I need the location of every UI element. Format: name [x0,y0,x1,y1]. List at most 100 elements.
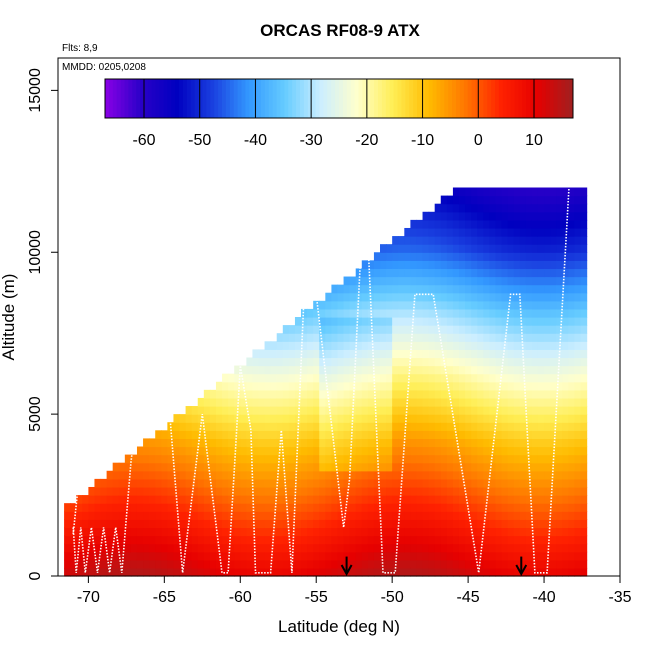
heatmap-cell [88,486,96,496]
heatmap-cell [185,527,193,537]
heatmap-cell [270,478,278,488]
heatmap-cell [507,373,515,383]
heatmap-cell [325,438,333,448]
heatmap-cell [240,381,247,391]
heatmap-cell [562,349,569,359]
heatmap-cell [343,422,351,431]
heatmap-cell [556,260,563,270]
heatmap-cell [191,543,199,553]
heatmap-cell [550,430,557,439]
heatmap-cell [130,543,138,553]
heatmap-cell [380,406,387,415]
heatmap-cell [525,276,533,286]
heatmap-cell [513,397,521,407]
heatmap-cell [452,503,460,512]
heatmap-cell [452,478,460,488]
heatmap-cell [507,268,515,278]
heatmap-cell [301,341,308,350]
heatmap-cell [240,406,247,415]
heatmap-cell [82,519,89,529]
heatmap-cell [495,187,503,197]
heatmap-cell [434,422,442,431]
heatmap-cell [556,478,563,488]
heatmap-cell [507,495,515,504]
heatmap-cell [252,438,260,448]
heatmap-cell [282,365,290,375]
heatmap-cell [246,470,254,480]
heatmap-cell [270,349,278,359]
heatmap-cell [519,422,527,431]
heatmap-cell [258,406,266,415]
heatmap-cell [167,438,175,448]
heatmap-cell [361,454,369,464]
heatmap-cell [398,430,405,439]
heatmap-cell [106,519,114,529]
heatmap-cell [313,462,320,472]
heatmap-cell [531,406,539,415]
heatmap-cell [537,219,545,229]
heatmap-cell [136,543,144,553]
heatmap-cell [361,325,369,334]
heatmap-cell [416,422,424,431]
heatmap-cell [428,422,436,431]
colorbar-cell [303,79,309,118]
heatmap-cell [386,325,393,334]
heatmap-cell [76,567,83,577]
heatmap-cell [398,244,405,253]
heatmap-cell [307,527,314,537]
heatmap-cell [544,373,551,383]
heatmap-cell [525,252,533,261]
heatmap-cell [531,308,539,318]
heatmap-cell [428,478,436,488]
heatmap-cell [416,341,424,350]
heatmap-cell [483,406,490,415]
heatmap-cell [404,252,411,261]
heatmap-cell [307,365,314,375]
heatmap-cell [501,559,509,569]
heatmap-cell [550,365,557,375]
heatmap-cell [556,365,563,375]
heatmap-cell [513,195,521,205]
heatmap-cell [185,503,193,512]
colorbar-cell [549,79,554,118]
heatmap-cell [361,317,369,326]
heatmap-cell [531,203,539,213]
heatmap-cell [531,333,539,342]
heatmap-cell [355,349,363,359]
heatmap-cell [264,389,272,399]
heatmap-cell [519,454,527,464]
heatmap-cell [507,414,515,423]
heatmap-cell [118,462,126,472]
heatmap-cell [428,397,436,407]
heatmap-cell [325,414,333,423]
heatmap-cell [477,511,484,520]
colorbar-cell [381,79,387,118]
heatmap-cell [380,397,387,407]
heatmap-cell [507,511,515,520]
heatmap-cell [580,462,588,472]
heatmap-cell [228,373,235,383]
heatmap-cell [416,406,424,415]
heatmap-cell [446,462,454,472]
heatmap-cell [118,486,126,496]
heatmap-cell [556,236,563,245]
heatmap-cell [574,430,582,439]
heatmap-cell [167,422,175,431]
heatmap-cell [124,495,132,504]
heatmap-cell [531,284,539,294]
heatmap-cell [301,365,308,375]
heatmap-cell [477,389,484,399]
heatmap-cell [544,454,551,464]
heatmap-cell [325,406,333,415]
heatmap-cell [489,325,497,334]
heatmap-cell [434,511,442,520]
heatmap-cell [440,454,448,464]
heatmap-cell [428,527,436,537]
heatmap-cell [222,470,229,480]
heatmap-cell [471,430,478,439]
heatmap-cell [452,373,460,383]
heatmap-cell [258,478,266,488]
heatmap-cell [270,519,278,529]
heatmap-cell [264,414,272,423]
heatmap-cell [477,495,484,504]
